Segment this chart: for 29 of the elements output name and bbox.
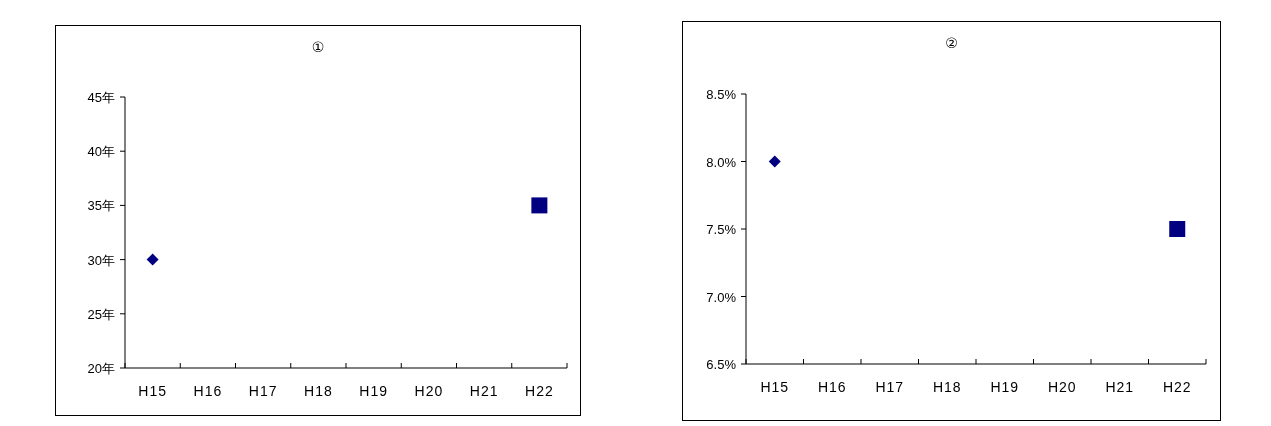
x-tick-label: H16 (817, 379, 847, 395)
chart-title: ② (945, 35, 958, 51)
x-tick-label: H16 (193, 383, 223, 399)
y-tick-label: 7.0% (706, 289, 737, 305)
y-tick-label: 8.5% (706, 87, 737, 102)
x-tick-label: H21 (1105, 379, 1135, 395)
x-tick-label: H19 (990, 379, 1020, 395)
y-tick-label: 25年 (87, 306, 115, 322)
x-tick-label: H22 (1162, 379, 1192, 395)
y-tick-label: 40年 (87, 144, 115, 160)
x-tick-label: H17 (248, 383, 278, 399)
x-tick-label: H20 (1047, 379, 1077, 395)
y-tick-label: 8.0% (706, 154, 737, 170)
x-tick-label: H15 (138, 383, 167, 399)
x-tick-label: H17 (875, 379, 905, 395)
y-tick-label: 45年 (87, 90, 115, 105)
y-tick-label: 6.5% (706, 357, 737, 372)
y-tick-label: 7.5% (706, 222, 737, 237)
y-tick-label: 30年 (87, 252, 115, 268)
x-tick-label: H18 (304, 383, 333, 399)
x-tick-label: H18 (932, 379, 962, 395)
x-tick-label: H19 (359, 383, 388, 399)
y-tick-label: 20年 (87, 361, 115, 376)
chart-title: ① (311, 39, 325, 55)
x-tick-label: H22 (525, 383, 554, 399)
x-tick-label: H21 (469, 383, 499, 399)
y-tick-label: 35年 (87, 198, 115, 214)
x-tick-label: H15 (760, 379, 790, 395)
x-tick-label: H20 (414, 383, 444, 399)
